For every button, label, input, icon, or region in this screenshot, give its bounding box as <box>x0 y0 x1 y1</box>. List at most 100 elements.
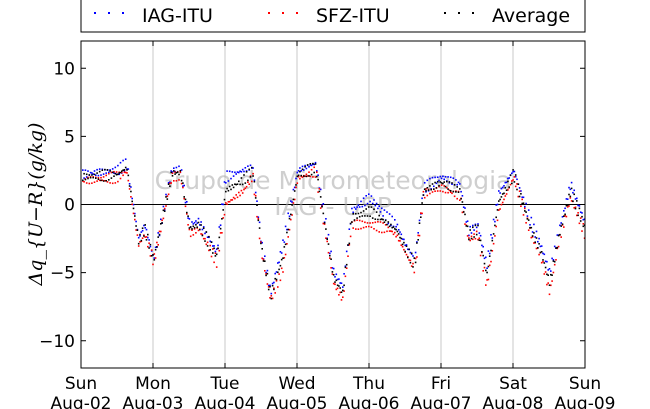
data-point <box>364 204 366 207</box>
data-point <box>581 212 583 214</box>
data-point <box>521 198 523 201</box>
data-point <box>473 229 475 231</box>
data-point <box>390 230 392 232</box>
data-point <box>444 191 447 194</box>
data-point <box>201 234 204 237</box>
data-point <box>387 221 390 223</box>
data-point <box>378 214 380 217</box>
data-point <box>184 201 187 204</box>
data-point <box>325 237 327 239</box>
data-point <box>516 183 518 185</box>
data-point <box>521 196 523 198</box>
data-point <box>296 171 299 174</box>
data-point <box>282 239 284 241</box>
data-point <box>201 233 204 236</box>
y-tick-label: −10 <box>39 332 75 352</box>
data-point <box>173 180 175 182</box>
data-point <box>544 260 547 263</box>
data-point <box>470 235 473 238</box>
data-point <box>551 280 553 282</box>
data-point <box>305 173 308 176</box>
data-point <box>323 223 326 225</box>
data-point <box>347 255 349 257</box>
data-point <box>525 211 527 213</box>
data-point <box>82 179 84 182</box>
data-point <box>202 237 205 240</box>
data-point <box>365 195 367 197</box>
data-point <box>219 227 222 230</box>
data-point <box>474 224 477 227</box>
legend-box <box>80 0 586 33</box>
data-point <box>555 259 557 261</box>
data-point <box>274 292 276 294</box>
data-point <box>529 226 531 229</box>
data-point <box>188 228 191 231</box>
data-point <box>556 246 559 249</box>
data-point <box>417 234 419 237</box>
y-tick-label: 0 <box>64 196 75 216</box>
data-point <box>160 230 162 233</box>
data-point <box>397 229 400 231</box>
data-point <box>461 201 464 203</box>
data-point <box>517 183 520 185</box>
data-point <box>247 181 249 183</box>
data-point <box>559 224 561 227</box>
data-point <box>459 199 461 201</box>
data-point <box>396 230 399 233</box>
data-point <box>273 288 275 291</box>
data-point <box>368 225 370 228</box>
data-point <box>286 228 288 231</box>
data-point <box>139 235 141 237</box>
data-point <box>297 175 300 178</box>
data-point <box>329 252 331 255</box>
data-point <box>193 226 196 229</box>
data-point <box>270 295 273 297</box>
data-point <box>475 226 478 229</box>
data-point <box>352 211 354 214</box>
data-point <box>134 218 136 221</box>
data-point <box>175 172 178 174</box>
data-point <box>191 228 193 230</box>
data-point <box>529 224 531 226</box>
data-point <box>245 185 248 188</box>
data-point <box>573 193 575 196</box>
data-point <box>403 241 405 244</box>
data-point <box>581 215 583 218</box>
data-point <box>401 245 404 248</box>
data-point <box>258 221 261 224</box>
data-point <box>533 232 535 234</box>
data-point <box>360 211 362 214</box>
data-point <box>397 239 400 242</box>
data-point <box>170 170 172 172</box>
data-point <box>209 244 211 247</box>
data-point <box>243 170 245 173</box>
data-point <box>175 180 178 182</box>
data-point <box>88 174 91 176</box>
data-point <box>270 292 273 295</box>
data-point <box>96 172 98 174</box>
data-point <box>464 213 466 216</box>
data-point <box>444 185 447 188</box>
data-point <box>266 283 269 285</box>
data-point <box>490 249 492 252</box>
data-point <box>91 172 93 174</box>
data-point <box>557 245 560 248</box>
data-point <box>128 183 131 185</box>
data-point <box>379 218 382 221</box>
data-point <box>113 172 115 174</box>
data-point <box>240 171 243 173</box>
data-point <box>452 190 455 193</box>
data-point <box>418 222 421 224</box>
data-point <box>479 234 482 237</box>
data-point <box>187 224 189 226</box>
data-point <box>130 186 132 188</box>
data-point <box>227 201 230 203</box>
data-point <box>102 173 105 175</box>
data-point <box>386 223 388 226</box>
data-point <box>444 176 447 178</box>
data-point <box>301 168 304 171</box>
data-point <box>300 170 302 172</box>
data-point <box>439 175 442 178</box>
data-point <box>465 221 468 223</box>
data-point <box>340 291 343 293</box>
